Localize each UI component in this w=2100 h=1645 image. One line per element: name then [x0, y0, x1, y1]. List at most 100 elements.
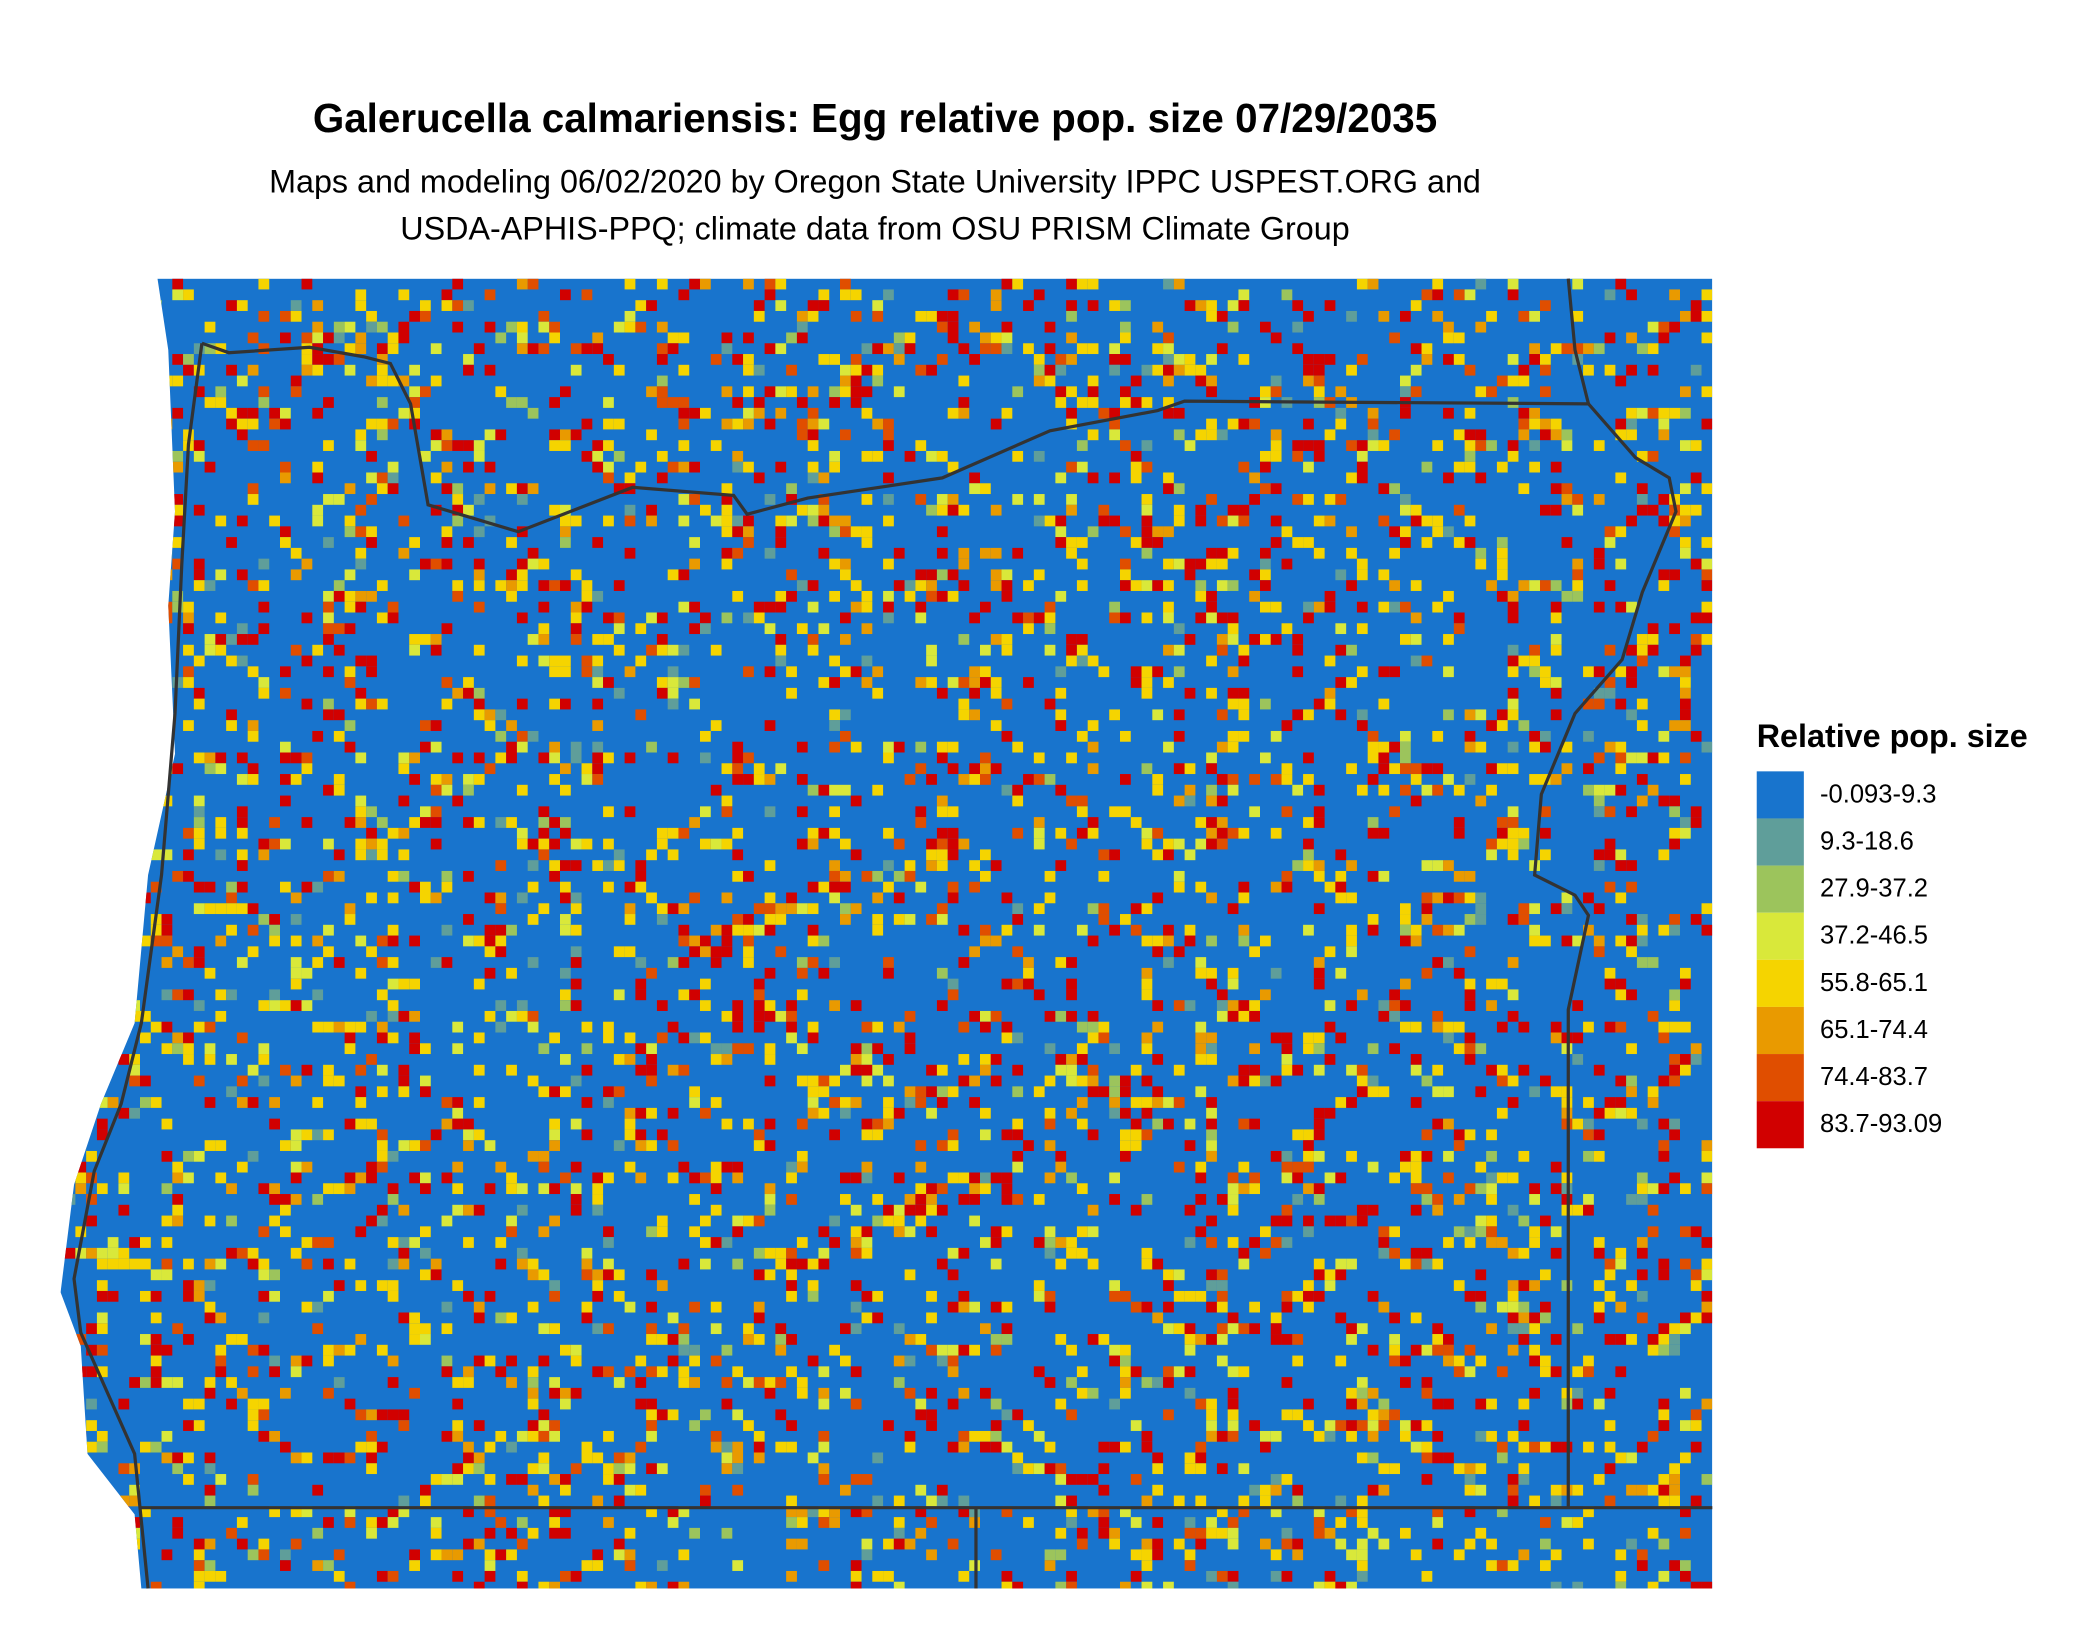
raster-cell	[624, 914, 636, 925]
raster-cell	[1141, 763, 1153, 775]
raster-cell	[1216, 838, 1228, 850]
raster-cell	[1141, 1441, 1153, 1453]
raster-cell	[721, 612, 733, 624]
raster-cell	[560, 892, 571, 904]
raster-cell	[936, 795, 948, 807]
raster-cell	[1615, 1581, 1627, 1589]
raster-cell	[829, 1215, 840, 1227]
raster-cell	[807, 827, 819, 839]
raster-cell	[958, 709, 970, 721]
raster-cell	[1680, 752, 1691, 764]
raster-cell	[1206, 1334, 1217, 1345]
raster-cell	[1367, 817, 1379, 828]
raster-cell	[1238, 730, 1250, 742]
raster-cell	[215, 827, 227, 839]
raster-cell	[1507, 914, 1519, 925]
raster-cell	[1356, 1452, 1368, 1464]
raster-cell	[387, 1000, 399, 1011]
raster-cell	[1389, 580, 1400, 591]
raster-cell	[236, 407, 248, 419]
raster-cell	[75, 612, 87, 624]
raster-cell	[1400, 1021, 1411, 1033]
raster-cell	[1701, 1150, 1713, 1162]
raster-cell	[1141, 440, 1153, 451]
raster-cell	[1572, 278, 1584, 290]
raster-cell	[129, 590, 140, 602]
raster-cell	[1550, 1484, 1562, 1496]
raster-cell	[635, 1172, 647, 1184]
raster-cell	[1475, 1215, 1487, 1227]
raster-cell	[463, 935, 474, 947]
raster-cell	[947, 590, 959, 602]
raster-cell	[721, 838, 733, 850]
raster-cell	[269, 1506, 280, 1518]
raster-cell	[172, 407, 184, 419]
raster-cell	[1356, 1538, 1368, 1550]
raster-cell	[1184, 1560, 1196, 1571]
raster-cell	[1604, 1107, 1616, 1119]
raster-cell	[129, 1064, 140, 1076]
raster-cell	[1475, 1161, 1487, 1173]
raster-cell	[958, 397, 970, 408]
raster-cell	[700, 978, 711, 990]
raster-cell	[936, 752, 948, 764]
raster-cell	[1141, 1258, 1153, 1270]
raster-cell	[829, 677, 840, 688]
raster-cell	[678, 1258, 690, 1270]
raster-cell	[581, 666, 593, 678]
raster-cell	[710, 1097, 722, 1108]
raster-cell	[484, 1495, 496, 1507]
raster-cell	[430, 343, 442, 355]
raster-cell	[947, 763, 959, 775]
raster-cell	[1669, 321, 1680, 333]
raster-cell	[1378, 1247, 1390, 1259]
raster-cell	[96, 1054, 108, 1065]
raster-cell	[1184, 1237, 1196, 1248]
raster-cell	[441, 440, 453, 451]
raster-cell	[247, 730, 259, 742]
raster-cell	[667, 1064, 679, 1076]
raster-cell	[473, 687, 485, 699]
raster-cell	[1184, 1452, 1196, 1464]
raster-cell	[603, 1463, 614, 1475]
raster-cell	[387, 483, 399, 495]
raster-cell	[1680, 440, 1691, 451]
raster-cell	[1443, 1032, 1454, 1044]
raster-cell	[118, 957, 130, 968]
raster-cell	[1432, 310, 1444, 322]
raster-cell	[226, 709, 237, 721]
raster-cell	[129, 644, 140, 656]
raster-cell	[807, 1452, 819, 1464]
raster-cell	[1141, 537, 1153, 548]
raster-cell	[1120, 1075, 1131, 1087]
raster-cell	[1367, 278, 1379, 290]
raster-cell	[840, 429, 851, 441]
raster-cell	[1292, 343, 1304, 355]
raster-cell	[667, 1581, 679, 1589]
raster-cell	[506, 1215, 517, 1227]
raster-cell	[452, 1474, 464, 1485]
raster-cell	[473, 1064, 485, 1076]
raster-cell	[678, 515, 690, 527]
raster-cell	[1518, 914, 1530, 925]
raster-cell	[484, 515, 496, 527]
raster-cell	[1410, 935, 1422, 947]
raster-cell	[247, 1258, 259, 1270]
raster-cell	[452, 300, 464, 311]
raster-cell	[204, 1097, 216, 1108]
raster-cell	[1583, 1097, 1594, 1108]
raster-cell	[818, 1506, 830, 1518]
raster-cell	[893, 332, 905, 344]
raster-cell	[646, 849, 657, 861]
raster-cell	[656, 1463, 668, 1475]
raster-cell	[441, 774, 453, 785]
raster-cell	[1346, 526, 1357, 538]
raster-cell	[1076, 634, 1088, 645]
raster-cell	[915, 440, 927, 451]
raster-cell	[463, 914, 474, 925]
raster-cell	[129, 1377, 140, 1388]
raster-cell	[764, 1000, 776, 1011]
raster-cell	[1260, 989, 1271, 1001]
raster-cell	[958, 580, 970, 591]
raster-cell	[1313, 1183, 1325, 1195]
